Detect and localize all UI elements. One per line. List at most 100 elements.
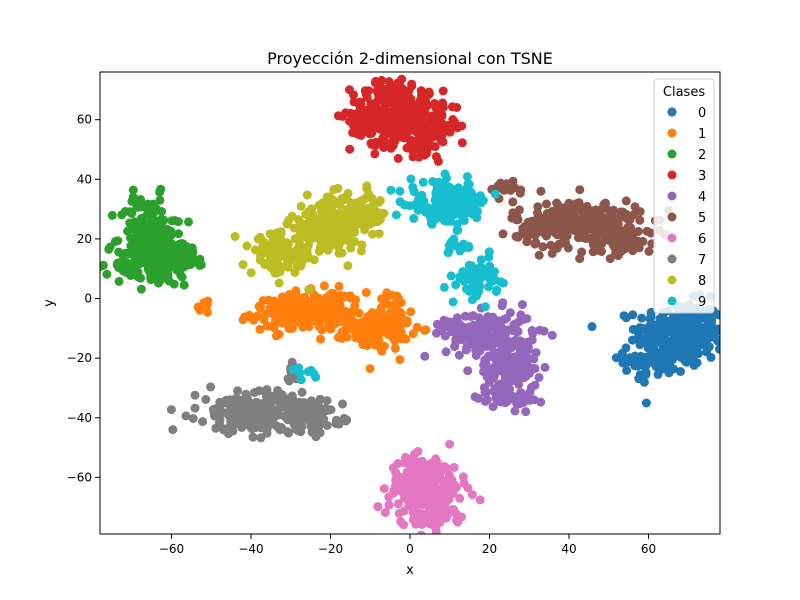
- point-class-9: [417, 190, 427, 200]
- point-class-7: [166, 405, 176, 415]
- point-class-9: [456, 207, 465, 217]
- point-class-1: [335, 312, 345, 321]
- point-class-8: [274, 278, 284, 288]
- point-class-9: [453, 225, 463, 235]
- point-class-6: [444, 495, 454, 505]
- point-class-3: [377, 75, 387, 85]
- point-class-8: [345, 205, 355, 215]
- point-class-0: [611, 353, 621, 363]
- point-class-4: [482, 341, 492, 351]
- point-class-6: [389, 488, 399, 498]
- point-class-4: [474, 313, 484, 323]
- point-class-5: [534, 250, 544, 260]
- point-class-1: [203, 307, 212, 317]
- point-class-4: [534, 373, 544, 382]
- point-class-5: [626, 243, 636, 253]
- point-class-3: [350, 111, 360, 121]
- point-class-9: [460, 243, 470, 253]
- point-class-6: [467, 490, 477, 500]
- legend-item-1: 1: [667, 127, 706, 142]
- point-class-1: [268, 301, 278, 311]
- point-class-1: [371, 309, 381, 319]
- point-class-8: [368, 229, 378, 239]
- point-class-5: [623, 213, 633, 223]
- point-class-0: [715, 310, 720, 320]
- point-class-1: [322, 306, 332, 316]
- y-tick-label: −20: [67, 351, 92, 365]
- point-class-4: [499, 314, 509, 324]
- point-class-3: [367, 139, 377, 149]
- point-class-8: [287, 211, 297, 221]
- point-class-0: [645, 314, 655, 324]
- point-class-5: [560, 204, 570, 214]
- point-class-7: [290, 410, 300, 419]
- point-class-5: [597, 239, 607, 249]
- point-class-9: [296, 375, 306, 385]
- point-class-1: [290, 304, 300, 314]
- point-class-9: [418, 177, 428, 187]
- point-class-2: [187, 243, 197, 253]
- point-class-5: [621, 196, 631, 206]
- point-class-2: [137, 258, 147, 268]
- point-class-3: [433, 156, 443, 166]
- point-class-8: [363, 191, 373, 201]
- point-class-3: [405, 135, 415, 145]
- point-class-9: [462, 185, 472, 195]
- point-class-6: [410, 449, 420, 459]
- point-class-6: [399, 506, 409, 516]
- point-class-7: [321, 404, 331, 414]
- x-tick-label: 0: [406, 542, 414, 556]
- legend-item-3: 3: [667, 169, 706, 184]
- point-class-1: [394, 326, 404, 336]
- point-class-0: [726, 327, 735, 336]
- point-class-9: [288, 365, 298, 374]
- point-class-6: [455, 493, 465, 503]
- point-class-9: [386, 185, 396, 195]
- y-tick-label: −40: [67, 411, 92, 425]
- point-class-6: [408, 506, 418, 516]
- point-class-8: [326, 202, 336, 212]
- point-class-4: [501, 336, 511, 346]
- point-class-4: [439, 318, 449, 328]
- point-class-7: [190, 390, 200, 400]
- point-class-3: [426, 141, 436, 151]
- point-class-4: [466, 312, 476, 321]
- point-class-6: [435, 490, 444, 500]
- point-class-9: [462, 284, 471, 294]
- point-class-8: [282, 238, 292, 248]
- point-class-3: [398, 133, 408, 143]
- point-class-4: [522, 337, 532, 347]
- y-tick-label: 60: [77, 113, 92, 127]
- point-class-0: [638, 334, 647, 344]
- point-class-8: [246, 268, 256, 278]
- point-class-5: [531, 238, 541, 248]
- point-class-8: [362, 184, 372, 193]
- legend-marker: [667, 149, 677, 159]
- point-class-0: [645, 324, 655, 334]
- point-class-1: [195, 305, 205, 315]
- point-class-5: [575, 254, 585, 264]
- point-class-7: [190, 403, 200, 413]
- point-class-0: [689, 360, 699, 370]
- point-class-1: [319, 281, 329, 291]
- point-class-8: [230, 232, 240, 241]
- point-class-9: [488, 276, 498, 286]
- point-class-4: [517, 300, 527, 310]
- point-class-1: [408, 329, 418, 339]
- point-class-6: [445, 439, 455, 449]
- point-class-7: [338, 399, 347, 409]
- point-class-5: [547, 249, 557, 258]
- point-class-8: [329, 239, 339, 249]
- legend-item-5: 5: [667, 211, 706, 226]
- point-class-0: [676, 367, 685, 376]
- point-class-2: [163, 271, 173, 281]
- point-class-3: [393, 153, 403, 163]
- point-class-8: [372, 217, 382, 227]
- point-class-8: [356, 246, 366, 256]
- point-class-3: [396, 83, 406, 93]
- point-class-8: [320, 243, 330, 253]
- point-class-6: [435, 517, 445, 527]
- point-class-1: [342, 332, 352, 342]
- point-class-1: [326, 290, 336, 300]
